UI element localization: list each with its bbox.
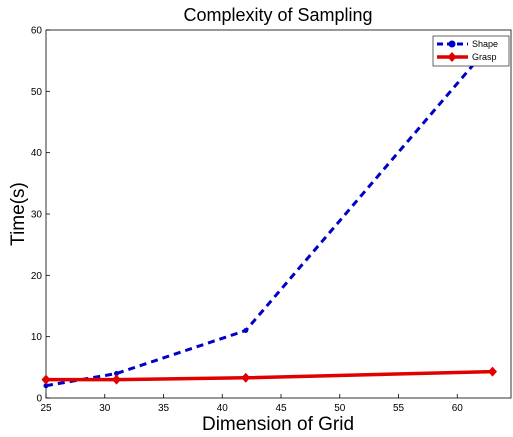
data-point-shape [243,328,249,334]
y-tick-label: 20 [31,271,43,282]
legend: Shape Grasp [432,35,510,67]
y-tick-label: 10 [31,332,43,343]
y-tick-label: 60 [31,26,43,37]
data-point-grasp [41,374,51,385]
legend-box [432,35,510,67]
axis-ticks: 253035404550556060102030405060 [31,26,464,415]
series-line-shape [45,41,494,388]
legend-marker-shape [448,40,456,48]
series-group [41,39,497,389]
x-tick-label: 45 [275,403,287,414]
legend-marker-grasp [447,52,457,62]
y-tick-label: 30 [31,210,43,221]
series-line-grasp [46,369,493,382]
data-point-grasp [112,374,121,385]
x-axis-label: Dimension of Grid [202,414,354,435]
y-tick-label: 50 [31,87,43,98]
y-tick-label: 40 [31,148,43,159]
chart-title: Complexity of Sampling [183,5,372,25]
x-tick-label: 55 [393,403,405,414]
legend-label-grasp: Grasp [472,52,497,62]
x-tick-label: 25 [40,403,52,414]
y-tick-label: 0 [36,394,42,405]
data-point-grasp [488,366,497,377]
x-tick-label: 35 [158,403,170,414]
x-tick-label: 60 [452,403,464,414]
x-tick-label: 50 [334,403,346,414]
legend-label-shape: Shape [472,39,498,49]
data-point-shape [43,383,49,389]
data-point-grasp [241,372,251,383]
plot-frame [45,29,512,399]
x-tick-label: 40 [217,403,229,414]
y-axis-label: Time(s) [8,182,29,246]
data-point-shape [114,370,119,376]
x-tick-label: 30 [99,403,111,414]
